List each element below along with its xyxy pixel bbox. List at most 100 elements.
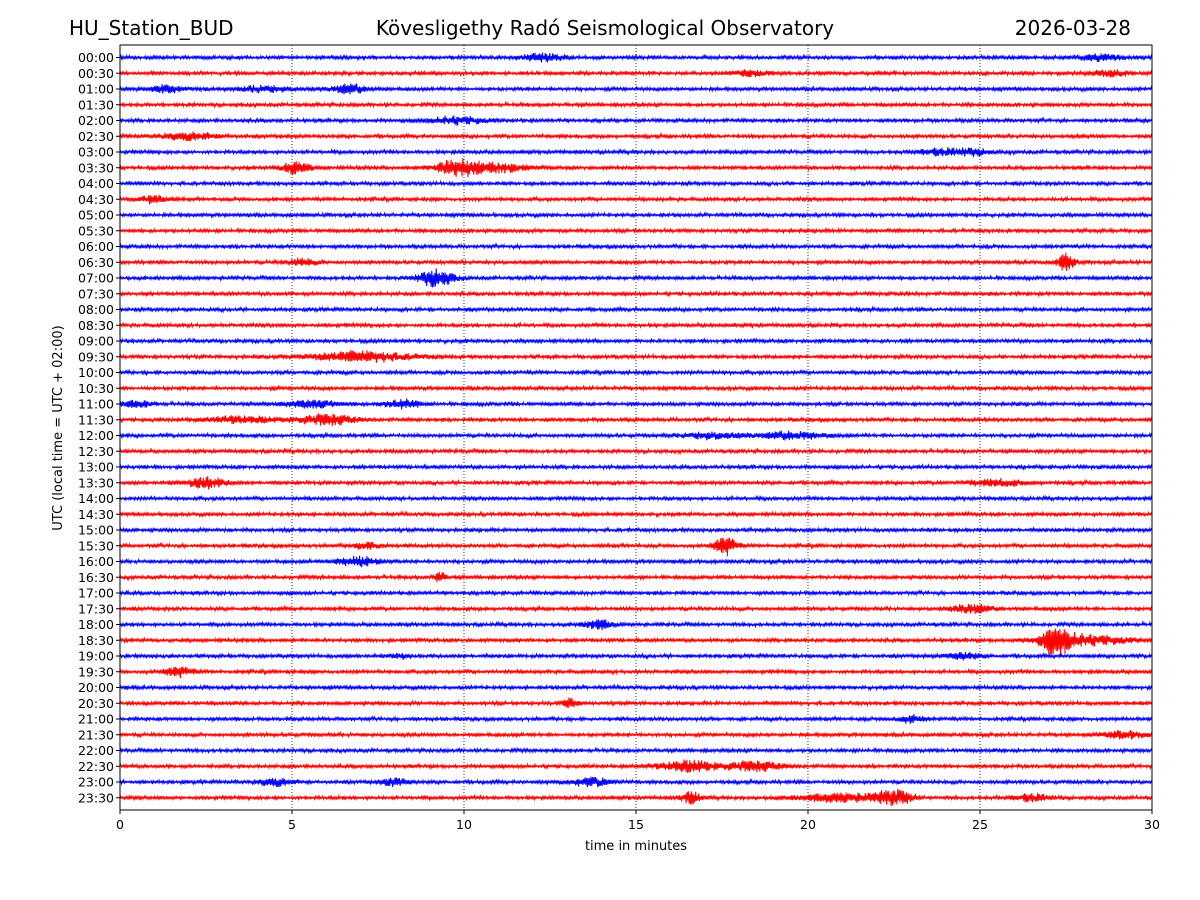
x-tick-label: 15: [628, 817, 644, 832]
y-tick-label: 22:00: [78, 743, 114, 758]
y-tick-label: 12:30: [78, 444, 114, 459]
y-tick-label: 01:00: [78, 82, 114, 97]
trace-2000: [119, 683, 1153, 692]
x-tick-label: 30: [1144, 817, 1160, 832]
y-tick-label: 11:30: [78, 412, 114, 427]
station-title: HU_Station_BUD: [69, 16, 234, 40]
trace-0530: [119, 226, 1153, 235]
y-tick-label: 16:00: [78, 554, 114, 569]
trace-1730: [119, 603, 1153, 614]
trace-1800: [119, 619, 1153, 631]
y-tick-label: 06:30: [78, 255, 114, 270]
trace-0600: [119, 242, 1153, 251]
y-tick-label: 03:00: [78, 145, 114, 160]
y-tick-label: 23:00: [78, 775, 114, 790]
trace-2030: [119, 697, 1153, 709]
trace-0500: [119, 211, 1153, 219]
y-tick-label: 07:00: [78, 271, 114, 286]
trace-0630: [119, 252, 1153, 271]
trace-0830: [119, 321, 1153, 330]
x-tick-label: 20: [800, 817, 816, 832]
y-tick-label: 20:00: [78, 680, 114, 695]
y-tick-label: 19:00: [78, 649, 114, 664]
trace-0300: [119, 147, 1153, 158]
y-tick-label: 08:00: [78, 302, 114, 317]
trace-1030: [119, 384, 1153, 393]
y-tick-label: 05:00: [78, 208, 114, 223]
y-tick-label: 22:30: [78, 759, 114, 774]
y-tick-label: 19:30: [78, 664, 114, 679]
trace-1000: [119, 368, 1153, 377]
y-tick-label: 13:30: [78, 475, 114, 490]
trace-1430: [119, 510, 1153, 519]
trace-0100: [119, 83, 1153, 95]
y-tick-label: 02:30: [78, 129, 114, 144]
y-tick-label: 20:30: [78, 696, 114, 711]
grid-lines: [291, 45, 981, 810]
trace-2230: [119, 759, 1153, 773]
trace-0930: [119, 350, 1153, 363]
y-axis: 00:0000:3001:0001:3002:0002:3003:0003:30…: [78, 50, 120, 805]
x-axis: 0 5 10 15 20 25 30: [116, 810, 1160, 832]
trace-0200: [119, 115, 1153, 126]
y-tick-label: 12:00: [78, 428, 114, 443]
trace-1830: [119, 628, 1153, 656]
y-tick-label: 00:30: [78, 66, 114, 81]
y-tick-label: 21:30: [78, 727, 114, 742]
y-tick-label: 15:00: [78, 523, 114, 538]
y-tick-label: 18:00: [78, 617, 114, 632]
y-tick-label: 09:30: [78, 349, 114, 364]
y-tick-label: 17:00: [78, 586, 114, 601]
y-tick-label: 06:00: [78, 239, 114, 254]
y-tick-label: 01:30: [78, 97, 114, 112]
trace-0130: [119, 100, 1153, 109]
y-tick-label: 03:30: [78, 160, 114, 175]
trace-1500: [119, 526, 1153, 534]
observatory-title: Kövesligethy Radó Seismological Observat…: [376, 16, 834, 40]
trace-2100: [119, 713, 1153, 724]
x-tick-label: 5: [288, 817, 296, 832]
y-axis-label: UTC (local time = UTC + 02:00): [51, 325, 66, 530]
trace-1930: [119, 666, 1153, 679]
y-tick-label: 17:30: [78, 601, 114, 616]
trace-0400: [119, 179, 1153, 188]
y-tick-label: 10:30: [78, 381, 114, 396]
trace-0700: [119, 268, 1153, 288]
trace-1700: [119, 589, 1153, 597]
trace-1900: [119, 651, 1153, 661]
trace-0330: [119, 158, 1153, 178]
trace-0030: [119, 69, 1153, 78]
trace-0730: [119, 289, 1153, 298]
y-tick-label: 18:30: [78, 633, 114, 648]
date-title: 2026-03-28: [1015, 16, 1131, 40]
y-tick-label: 23:30: [78, 790, 114, 805]
trace-2130: [119, 729, 1153, 740]
trace-0430: [119, 194, 1153, 205]
y-tick-label: 00:00: [78, 50, 114, 65]
x-axis-label: time in minutes: [585, 839, 687, 854]
trace-2300: [119, 776, 1153, 788]
trace-1530: [119, 537, 1153, 557]
trace-0800: [119, 305, 1153, 314]
y-tick-label: 15:30: [78, 538, 114, 553]
y-tick-label: 02:00: [78, 113, 114, 128]
trace-1400: [119, 494, 1153, 503]
y-tick-label: 09:00: [78, 334, 114, 349]
trace-1300: [119, 463, 1153, 471]
trace-0900: [119, 336, 1153, 345]
trace-1230: [119, 447, 1153, 456]
y-tick-label: 07:30: [78, 286, 114, 301]
x-tick-label: 25: [972, 817, 988, 832]
y-tick-label: 16:30: [78, 570, 114, 585]
y-tick-label: 11:00: [78, 397, 114, 412]
y-tick-label: 05:30: [78, 223, 114, 238]
y-tick-label: 14:30: [78, 507, 114, 522]
x-tick-label: 10: [456, 817, 472, 832]
seismogram-traces: [119, 52, 1153, 806]
trace-1130: [119, 413, 1153, 427]
trace-2200: [119, 746, 1153, 755]
y-tick-label: 04:30: [78, 192, 114, 207]
trace-2330: [119, 788, 1153, 806]
trace-0000: [119, 52, 1153, 63]
